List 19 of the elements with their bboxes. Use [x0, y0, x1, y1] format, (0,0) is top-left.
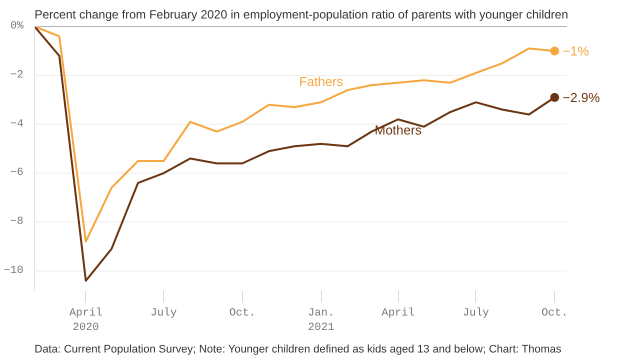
- series-label: Mothers: [374, 122, 422, 138]
- x-tick-label: July: [150, 308, 178, 320]
- y-tick-label: −4: [10, 118, 24, 130]
- y-tick-label: −6: [10, 167, 24, 180]
- x-tick-label: Jan. 2021: [308, 308, 335, 334]
- y-tick-label: −10: [4, 264, 24, 277]
- x-tick-label: April 2020: [69, 308, 102, 334]
- chart-title: Percent change from February 2020 in employment-population ratio of parents with younger children: [34, 8, 568, 22]
- x-tick-label: July: [462, 308, 490, 320]
- y-tick-label: −8: [10, 216, 24, 228]
- x-tick-label: April: [382, 308, 415, 320]
- y-tick-label: −2: [10, 69, 24, 82]
- series-label: Fathers: [299, 74, 344, 89]
- data-label: −1%: [562, 43, 590, 58]
- y-tick-label: 0%: [10, 20, 24, 32]
- text: Data: Current Population Survey; Note: Younger children defined as kids aged 13 and below; Chart: Thomas: [34, 344, 562, 356]
- x-tick-label: Oct.: [541, 308, 568, 320]
- x-tick-label: Oct.: [229, 308, 256, 320]
- data-label: −2.9%: [562, 90, 600, 105]
